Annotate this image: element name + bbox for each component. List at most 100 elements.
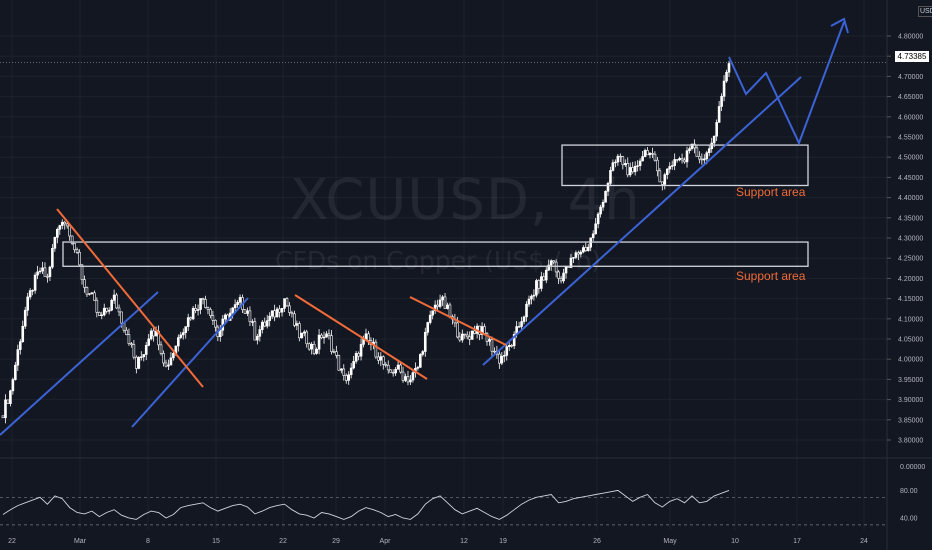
time-tick-label: 17 (793, 538, 801, 545)
candle-body (268, 315, 271, 321)
candle-body (493, 350, 496, 353)
candle-body (194, 308, 197, 311)
candle-body (53, 237, 57, 249)
candle-body (337, 355, 341, 371)
candle-body (18, 341, 22, 350)
blue-trendline (131, 297, 249, 428)
candle-body (665, 168, 669, 175)
candle-body (584, 247, 588, 251)
candle-body (609, 170, 612, 184)
candle-body (31, 290, 34, 292)
candle-body (246, 310, 249, 314)
candle-body (56, 229, 59, 238)
candle-body (265, 320, 269, 327)
candle-body (179, 334, 183, 338)
candle-body (579, 251, 583, 255)
candle-body (379, 356, 383, 361)
candle-body (125, 329, 128, 335)
candle-body (446, 304, 449, 309)
candle-body (522, 316, 526, 322)
candle-body (577, 252, 580, 255)
candle-body (330, 335, 333, 352)
price-tick-label: 4.30000 (898, 236, 923, 243)
candle-body (139, 356, 143, 358)
last-price-label: 4.73385 (895, 51, 929, 62)
candle-body (703, 158, 706, 161)
candle-body (157, 330, 160, 346)
time-tick-label: 19 (499, 538, 507, 545)
candle-body (596, 213, 600, 225)
candle-body (278, 308, 281, 313)
support-area-box (561, 144, 809, 187)
support-area-label: Support area (736, 269, 806, 283)
candle-body (144, 345, 148, 355)
candle-body (107, 309, 111, 312)
candle-body (582, 247, 585, 253)
time-axis[interactable]: 22 Mar 8 15 22 29 Apr 12 19 26 May 10 17 24 (8, 538, 868, 545)
time-tick-label: 26 (593, 538, 601, 545)
candle-body (643, 150, 647, 157)
price-tick-label: 3.85000 (898, 417, 923, 424)
candle-body (43, 267, 47, 277)
candle-body (386, 364, 390, 371)
candle-body (14, 364, 17, 380)
candle-body (693, 143, 696, 149)
candle-body (604, 190, 607, 203)
candle-body (710, 142, 714, 150)
candle-body (641, 156, 644, 162)
currency-button[interactable]: USD (918, 6, 932, 17)
candle-body (214, 319, 217, 328)
candle-body (295, 323, 299, 326)
candle-body (256, 336, 259, 341)
candle-body (231, 307, 234, 314)
candle-body (199, 298, 202, 310)
candle-body (670, 165, 674, 167)
candle-body (527, 298, 531, 305)
candle-body (112, 294, 116, 301)
candle-body (421, 351, 425, 355)
candle-body (633, 165, 637, 173)
candle-body (127, 334, 131, 344)
price-tick-label: 0.00000 (900, 464, 925, 471)
candle-body (6, 399, 10, 404)
chart-grid (0, 0, 932, 530)
candle-body (591, 233, 595, 239)
candle-body (223, 314, 227, 320)
candle-body (78, 252, 81, 266)
candle-body (219, 329, 222, 337)
candle-body (673, 159, 676, 166)
candle-body (189, 317, 192, 320)
price-tick-label: 4.25000 (898, 256, 923, 263)
candle-body (184, 326, 188, 333)
candle-body (512, 334, 516, 347)
candle-body (364, 333, 368, 340)
candle-body (574, 252, 578, 258)
candle-body (653, 153, 657, 161)
candle-body (359, 344, 363, 357)
candle-body (4, 399, 7, 419)
candle-body (586, 246, 590, 251)
candle-body (473, 330, 476, 334)
candle-body (270, 310, 274, 317)
candle-body (322, 336, 326, 339)
candle-body (307, 343, 311, 350)
candle-body (191, 308, 195, 320)
candle-body (619, 155, 622, 158)
candle-body (544, 269, 548, 281)
candle-body (700, 158, 704, 161)
price-axis[interactable]: 4.800004.750004.700004.650004.600004.550… (886, 0, 925, 550)
candle-body (547, 264, 551, 271)
chart-drawings[interactable] (0, 17, 849, 436)
candle-body (606, 183, 610, 192)
candle-body (441, 296, 444, 301)
time-tick-label: 22 (279, 538, 287, 545)
candle-body (46, 276, 49, 278)
candle-body (26, 296, 29, 311)
candle-body (211, 315, 215, 321)
candle-body (1, 415, 5, 419)
time-tick-label: May (663, 538, 677, 545)
time-tick-label: 12 (460, 538, 468, 545)
candle-body (599, 206, 602, 215)
time-tick-label: 8 (146, 538, 150, 545)
